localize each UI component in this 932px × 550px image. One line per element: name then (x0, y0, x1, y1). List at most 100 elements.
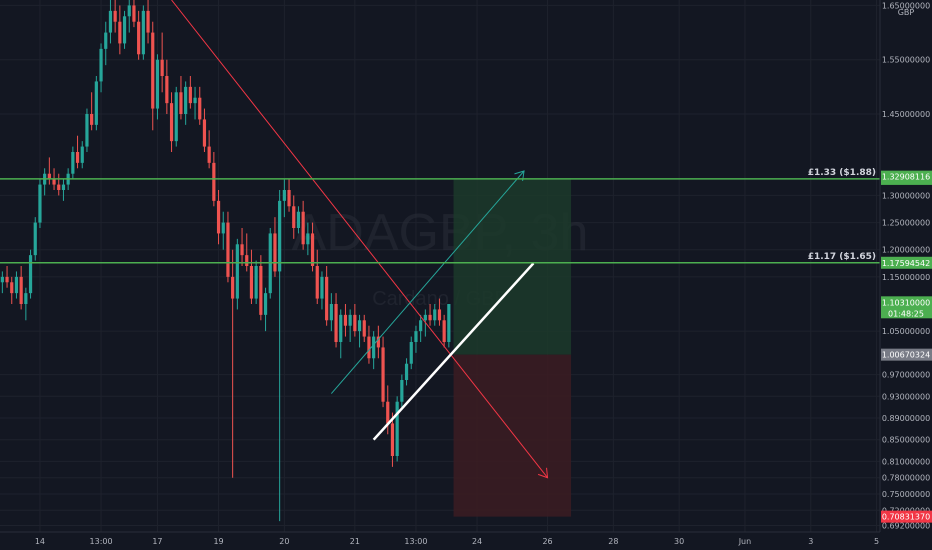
time-tick-label: 30 (674, 537, 684, 546)
price-axis[interactable]: GBP 1.330428181.175945421.650000001.5500… (879, 0, 932, 550)
time-tick-label: 13:00 (404, 537, 427, 546)
price-tag-text: 1.10310000 (882, 298, 930, 307)
candle-body (433, 309, 437, 321)
candle-body (10, 282, 14, 294)
time-tick-label: 20 (279, 537, 289, 546)
price-tick-label: 1.30000000 (882, 191, 930, 200)
candle-body (108, 10, 113, 33)
price-tick-label: 1.55000000 (882, 56, 930, 65)
trend-drawings[interactable] (171, 0, 549, 479)
candle-body (226, 222, 230, 277)
candle-body (113, 10, 117, 22)
candle-body (75, 152, 80, 163)
candle-body (184, 86, 188, 114)
candle-body (409, 342, 413, 364)
candle-body (334, 304, 338, 342)
candle-body (193, 97, 197, 104)
candle-body (38, 184, 42, 223)
time-tick-label: 3 (808, 537, 813, 546)
profit-zone[interactable] (453, 179, 572, 355)
candle-body (400, 380, 404, 402)
candle-body (423, 314, 427, 321)
candle-body (343, 314, 348, 326)
downtrend-arrow-arrowhead (537, 467, 549, 479)
time-tick-label: 19 (213, 537, 223, 546)
candle-body (353, 314, 357, 332)
candle-body (240, 244, 244, 256)
candle-body (28, 255, 33, 294)
candle-body (169, 103, 174, 142)
price-tag-text: 1.00670324 (882, 351, 930, 360)
price-tag (881, 296, 932, 319)
price-tag (881, 170, 932, 183)
candle-body (292, 206, 296, 228)
candle-body (146, 10, 150, 33)
candle-body (273, 233, 277, 272)
candle-body (339, 314, 343, 342)
price-tick-label: 0.69200000 (882, 521, 930, 530)
candle-body (442, 320, 446, 342)
candle-body (127, 5, 131, 17)
time-axis[interactable]: 14 13:00 17 19 20 21 13:00 24 26 28 30 Jun 3 5 (0, 531, 880, 546)
candle-body (90, 114, 94, 125)
candle-body (216, 200, 221, 234)
candle-body (404, 363, 409, 380)
candle-body (99, 48, 103, 82)
price-tick-label: 0.97000000 (882, 371, 930, 380)
candle-body (367, 336, 371, 359)
horizontal-level-label: £1.17 ($1.65) (808, 252, 876, 262)
uptrend-channel-arrow[interactable] (330, 170, 525, 394)
time-tick-label: 24 (472, 537, 482, 546)
level-price-tag-text: 1.17594542 (882, 259, 930, 268)
price-tick-label: 0.78000000 (882, 474, 930, 483)
time-tick-label: 5 (874, 537, 879, 546)
price-tick-label: 0.85000000 (882, 436, 930, 445)
candle-body (94, 81, 98, 125)
support-trendline[interactable] (372, 262, 535, 441)
countdown-text: 01:48:25 (888, 309, 924, 318)
price-tick-label: 1.65000000 (882, 1, 930, 10)
candle-body (85, 114, 89, 147)
price-axis-background (880, 0, 932, 550)
candle-body (376, 336, 380, 348)
long-position-tool[interactable] (453, 179, 572, 517)
candle-body (122, 16, 127, 44)
candle-body (381, 347, 385, 402)
candle-body (132, 5, 136, 22)
time-tick-label: 17 (152, 537, 162, 546)
candle-body (428, 314, 432, 321)
loss-zone[interactable] (453, 354, 572, 517)
candle-body (174, 92, 178, 142)
candle-body (282, 190, 286, 201)
time-tick-label: 26 (542, 537, 552, 546)
candle-body (33, 222, 37, 256)
candle-body (315, 266, 319, 299)
candle-body (419, 320, 423, 332)
candle-body (390, 423, 395, 456)
candle-body (437, 309, 442, 321)
candle-body (212, 162, 216, 201)
currency-label: GBP (898, 8, 915, 17)
horizontal-levels[interactable]: £1.33 ($1.88) £1.17 ($1.65) (0, 168, 880, 264)
candle-body (0, 276, 4, 283)
candle-body (278, 200, 282, 272)
candle-body (386, 401, 390, 424)
level-price-tag (881, 256, 932, 269)
candle-body (296, 211, 301, 228)
downtrend-arrow[interactable] (171, 0, 548, 479)
candle-body (179, 92, 183, 114)
price-tag-text: 1.32908116 (882, 173, 930, 182)
candle-body (287, 190, 291, 207)
candle-body (235, 244, 239, 299)
candle-body (198, 97, 202, 120)
price-tick-label: 1.05000000 (882, 327, 930, 336)
candle-body (19, 276, 23, 304)
candle-body (263, 293, 268, 315)
candle-body (202, 119, 207, 147)
candle-body (80, 146, 84, 163)
candle-body (447, 304, 451, 342)
candle-body (357, 320, 362, 332)
candle-body (306, 233, 310, 245)
candle-body (207, 146, 211, 163)
